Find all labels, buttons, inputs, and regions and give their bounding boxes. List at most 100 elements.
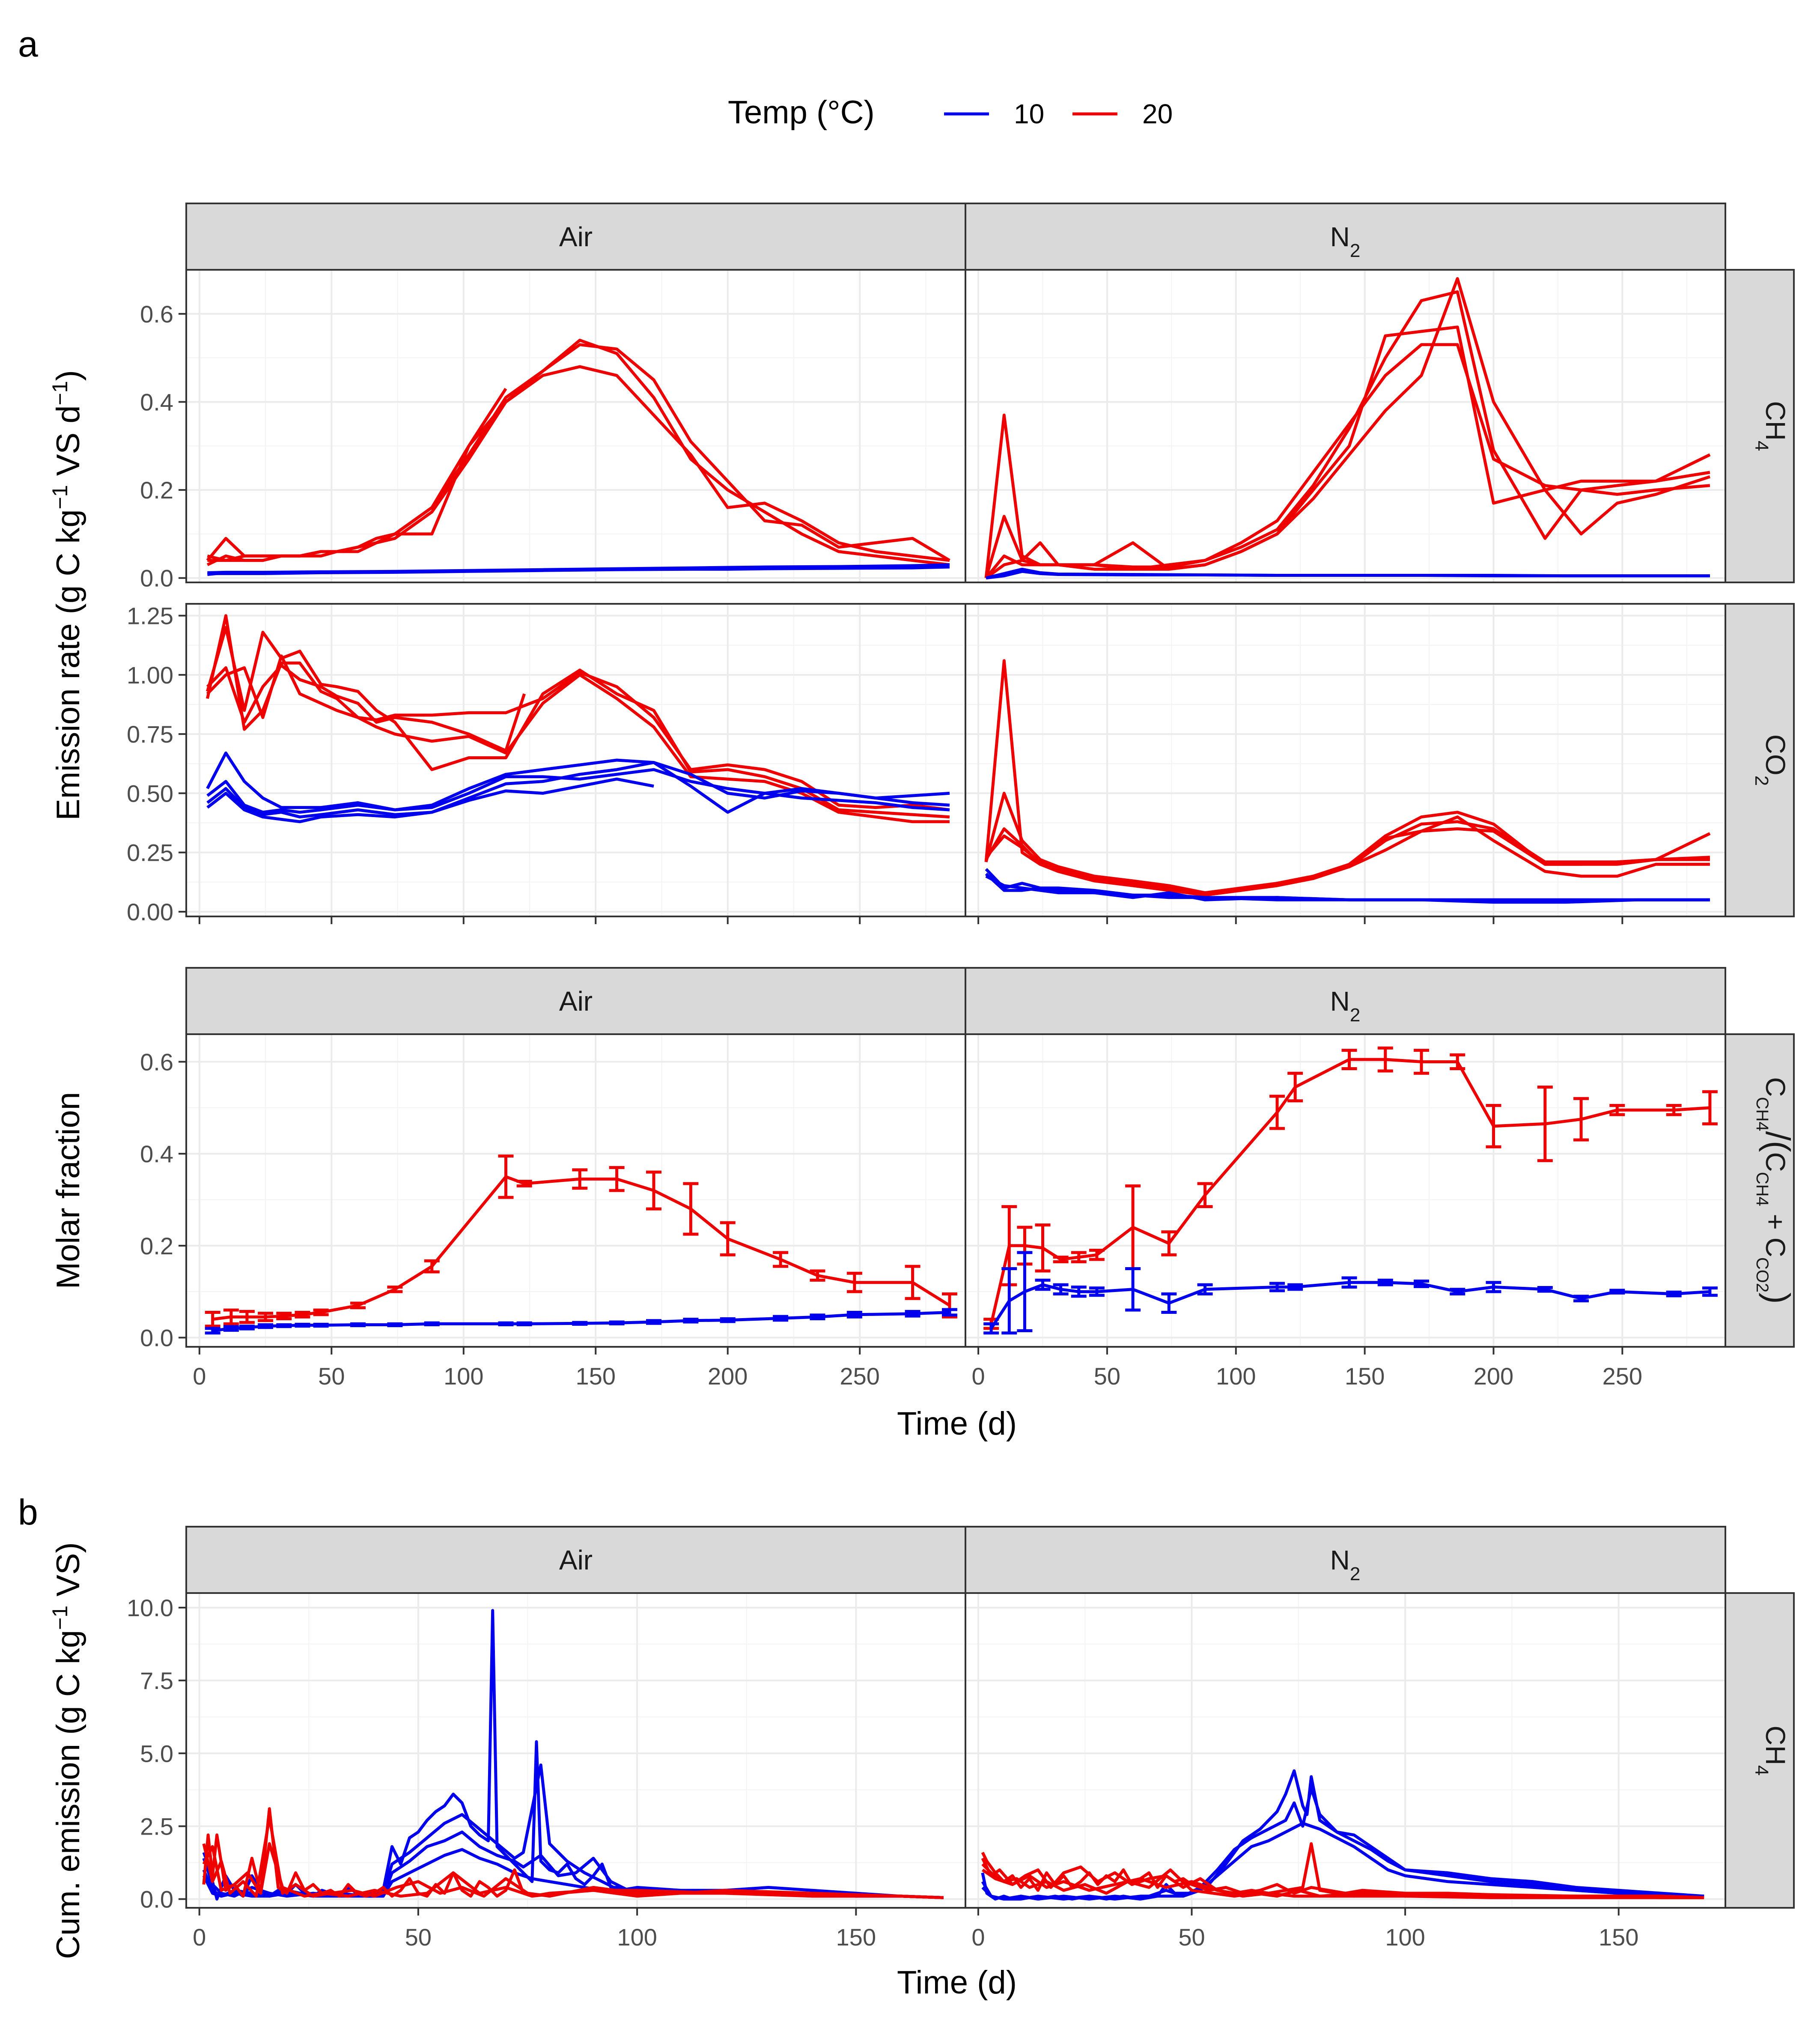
series-line-temp-20 [985, 290, 1710, 579]
legend: Temp (°C) 10 20 [728, 94, 1173, 131]
error-bar-temp-10 [1486, 1281, 1501, 1293]
x-tick-label: 200 [708, 1363, 748, 1390]
error-bar-temp-20 [1450, 1053, 1466, 1071]
strip-row-ratio [1725, 1033, 1795, 1348]
error-bar-temp-10 [1450, 1288, 1466, 1296]
panel-border [965, 1033, 1726, 1348]
series-group [206, 614, 950, 824]
error-bar-temp-10 [720, 1317, 736, 1323]
error-bar-temp-10 [773, 1315, 789, 1322]
strips-b: Air N2 CH4 [185, 1526, 1795, 1909]
error-bar-temp-20 [846, 1271, 862, 1293]
gridlines [965, 1034, 1725, 1347]
error-bar-temp-10 [223, 1325, 239, 1332]
error-bar-temp-10 [498, 1321, 514, 1326]
y-tick-label: 0.4 [140, 388, 173, 415]
y-tick-label: 0.0 [140, 565, 173, 592]
y-axis-title-molar-fraction: Molar fraction [50, 1092, 86, 1289]
error-bar-temp-20 [387, 1285, 403, 1293]
plot-panel-n2-ratio: 0 50 100 150 200 250 [965, 1033, 1726, 1390]
error-bar-temp-20 [1573, 1097, 1589, 1142]
plot-panel-air-ch4-cum: 0.0 2.5 5.0 7.5 10.0 0 50 100 150 [127, 1592, 966, 1951]
y-axis-title-emission-rate: Emission rate (g C kg−1 VS d−1) [48, 370, 86, 821]
error-bar-temp-20 [810, 1269, 825, 1282]
series-group [984, 277, 1711, 580]
error-bar-temp-20 [350, 1301, 366, 1310]
error-bar-temp-10 [1537, 1286, 1553, 1293]
x-tick-label: 200 [1474, 1363, 1513, 1390]
gridlines [186, 1593, 965, 1908]
error-bar-temp-10 [1666, 1290, 1682, 1298]
error-bar-temp-10 [846, 1310, 862, 1319]
error-bar-temp-10 [295, 1322, 310, 1328]
error-bar-temp-20 [239, 1310, 255, 1324]
y-tick-label: 10.0 [127, 1594, 173, 1621]
y-tick-label: 1.00 [127, 662, 173, 689]
series-line-temp-10 [206, 761, 950, 824]
series-line-temp-20 [985, 827, 1710, 895]
plot-panel-air-co2: 0.00 0.25 0.50 0.75 1.00 1.25 [127, 603, 966, 925]
panel-border [965, 269, 1726, 583]
error-bar-temp-20 [1161, 1230, 1177, 1256]
series-line-temp-20 [206, 664, 526, 752]
series-line-temp-20 [206, 626, 950, 819]
series-group [983, 1046, 1718, 1335]
error-bar-temp-10 [1053, 1283, 1069, 1296]
error-bar-temp-10 [1702, 1286, 1718, 1297]
error-bar-temp-20 [1414, 1049, 1429, 1075]
series-line-temp-10 [990, 1281, 1710, 1330]
panel-background [186, 270, 965, 582]
x-tick-label: 50 [318, 1363, 345, 1390]
x-tick-label: 150 [1345, 1363, 1385, 1390]
x-tick-label: 100 [1216, 1363, 1256, 1390]
error-bar-temp-10 [1001, 1267, 1017, 1335]
error-bar-temp-10 [1197, 1283, 1213, 1296]
x-tick-label: 0 [193, 1363, 206, 1390]
legend-title: Temp (°C) [728, 94, 875, 131]
error-bar-temp-20 [1666, 1104, 1682, 1116]
error-bar-temp-20 [1537, 1085, 1553, 1162]
error-bar-temp-20 [1486, 1104, 1501, 1149]
strip-col-air-3 [185, 1526, 966, 1594]
panel-background [186, 604, 965, 916]
error-bar-temp-10 [1089, 1286, 1105, 1297]
error-bar-temp-20 [498, 1154, 514, 1199]
panel-tag-b: b [18, 1492, 38, 1532]
strip-col-air-2 [185, 967, 966, 1035]
strips-a-top: Air N2 CH4 CO2 [185, 203, 1795, 917]
error-bar-temp-10 [258, 1323, 274, 1329]
x-tick-label: 0 [972, 1363, 985, 1390]
strip-col-air-2-label: Air [559, 986, 593, 1017]
series-line-temp-10 [206, 777, 654, 819]
panel-tag-a: a [18, 24, 38, 64]
error-bar-temp-10 [683, 1318, 699, 1324]
strip-row-ch4-b [1725, 1592, 1795, 1909]
error-bar-temp-20 [1269, 1095, 1285, 1130]
y-axis-title-cum-emission: Cum. emission (g C kg−1 VS) [48, 1542, 86, 1959]
series-line-temp-10 [206, 768, 950, 814]
error-bar-temp-20 [223, 1308, 239, 1325]
panel-background [965, 270, 1725, 582]
x-tick-label: 100 [1385, 1924, 1425, 1951]
series-group [981, 1769, 1704, 1901]
error-bar-temp-20 [572, 1168, 588, 1190]
x-tick-label: 100 [617, 1924, 657, 1951]
y-tick-label: 0.0 [140, 1886, 173, 1913]
y-tick-label: 0.00 [127, 898, 173, 925]
error-bar-temp-20 [313, 1308, 329, 1316]
x-tick-label: 250 [840, 1363, 880, 1390]
error-bar-temp-10 [1573, 1295, 1589, 1303]
y-tick-label: 7.5 [140, 1667, 173, 1694]
legend-label-20: 20 [1142, 98, 1173, 129]
error-bar-temp-20 [1287, 1071, 1303, 1103]
panel-background [965, 1034, 1725, 1347]
legend-label-10: 10 [1014, 98, 1044, 129]
x-tick-label: 0 [971, 1924, 985, 1951]
y-tick-label: 0.4 [140, 1140, 173, 1167]
y-tick-label: 0.6 [140, 1048, 173, 1075]
error-bar-temp-20 [773, 1251, 789, 1268]
error-bar-temp-10 [983, 1322, 999, 1335]
x-tick-label: 150 [1599, 1924, 1638, 1951]
x-tick-label: 150 [576, 1363, 616, 1390]
